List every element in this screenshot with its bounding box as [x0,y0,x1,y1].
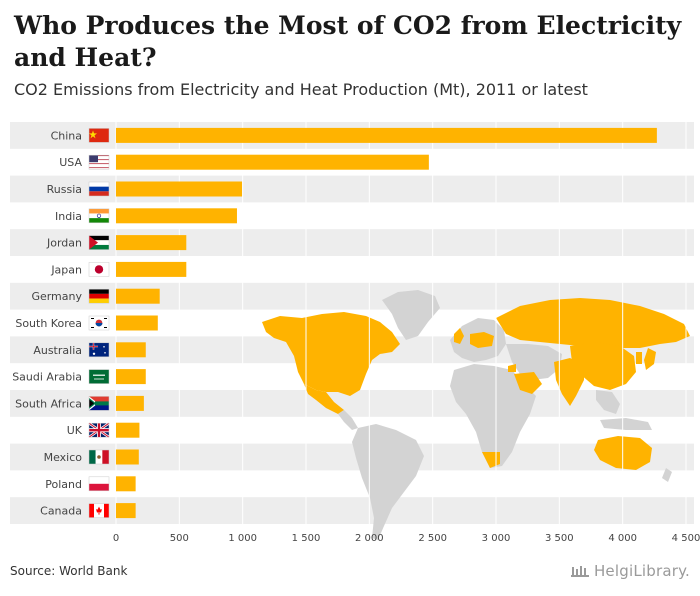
bar-saudi-arabia [116,369,146,385]
category-labels: China USA Russia India Jordan Japan Germany Sou… [12,129,83,517]
map-jordan [508,364,516,372]
category-label: Russia [47,183,82,196]
poland-flag [88,476,110,492]
x-tick-label: 1 000 [228,533,257,544]
x-tick-label: 3 500 [545,533,574,544]
category-label: South Africa [15,397,82,410]
bar-china [116,127,657,143]
category-label: China [51,129,82,142]
map-uk [454,328,464,344]
world-map [262,290,690,540]
map-indonesia [600,418,652,430]
x-tick-label: 3 000 [482,533,511,544]
bar-japan [116,261,187,277]
map-india [554,358,584,406]
map-russia [496,298,690,348]
category-label: Canada [40,505,82,518]
map-central-america [338,410,358,430]
map-africa [450,364,536,468]
x-tick-labels: 0 500 1 000 1 500 2 000 2 500 3 000 3 500 4 000 4… [113,533,700,544]
row-band [10,443,694,471]
bar-south-africa [116,395,144,411]
map-japan [644,348,656,370]
bar-south-korea [116,315,158,331]
bar-australia [116,342,146,358]
russia-flag [88,181,110,197]
category-label: UK [67,424,83,437]
category-label: India [55,210,82,223]
bar-poland [116,476,136,492]
row-band [10,229,694,256]
x-tick-label: 4 500 [672,533,700,544]
x-tick-label: 4 000 [608,533,637,544]
bar-mexico [116,449,139,465]
jordan-flag [88,235,110,250]
south-korea-flag [88,315,110,331]
south-africa-flag [88,396,110,411]
germany-flag [88,288,110,304]
map-mexico [304,384,344,414]
library-icon [570,566,589,577]
bar-germany [116,288,160,304]
x-tick-label: 2 000 [355,533,384,544]
map-germany-poland [470,332,494,348]
japan-flag [88,262,110,277]
bar-uk [116,422,140,438]
china-flag [88,128,110,143]
map-china [570,342,636,390]
category-label: South Korea [15,317,82,330]
map-middle-east [506,344,562,380]
usa-flag [88,154,110,170]
chart-subtitle: CO2 Emissions from Electricity and Heat … [14,80,588,99]
bars [116,127,657,519]
bar-canada [116,503,136,519]
category-label: Saudi Arabia [12,371,82,384]
category-label: Australia [33,344,82,357]
x-tick-label: 0 [113,533,119,544]
canada-flag [88,503,110,518]
map-north-america [262,312,400,396]
bar-india [116,208,237,224]
map-saudi-arabia [514,372,542,394]
category-label: Germany [31,290,82,303]
category-label: USA [59,156,82,169]
category-label: Japan [50,263,82,276]
bar-jordan [116,235,187,251]
x-tick-label: 1 500 [292,533,321,544]
bar-usa [116,154,429,170]
mexico-flag [88,449,110,465]
x-tick-label: 2 500 [418,533,447,544]
flags [88,128,110,518]
map-new-zealand [662,468,672,482]
category-label: Poland [45,478,82,491]
uk-flag [88,422,110,439]
x-tick-label: 500 [170,533,189,544]
australia-flag [88,342,110,358]
india-flag [88,208,110,224]
saudi-arabia-flag [88,369,110,384]
map-south-america [352,424,424,540]
map-se-asia [596,390,620,414]
map-greenland [382,290,440,340]
logo-text: HelgiLibrary. [593,562,690,580]
bar-russia [116,181,243,197]
chart-title: Who Produces the Most of CO2 from Electr… [14,11,682,72]
row-band [10,175,694,203]
source-note: Source: World Bank [10,564,128,578]
helgi-library-logo[interactable]: HelgiLibrary. [570,562,690,580]
row-band [10,497,694,524]
category-label: Jordan [46,237,82,250]
map-korea [636,352,642,364]
category-label: Mexico [44,451,83,464]
